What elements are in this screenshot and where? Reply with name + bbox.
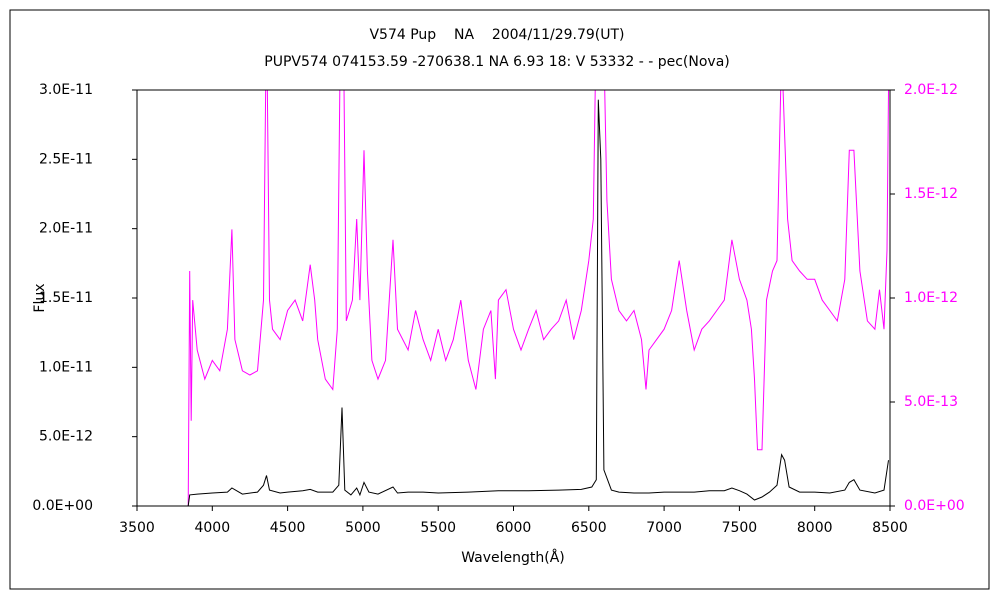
x-tick-label: 3500	[119, 520, 155, 536]
chart-subtitle: PUPV574 074153.59 -270638.1 NA 6.93 18: …	[264, 54, 730, 70]
y2-tick-label: 0.0E+00	[904, 498, 965, 514]
chart-title: V574 Pup NA 2004/11/29.79(UT)	[369, 27, 624, 43]
x-tick-label: 5500	[420, 520, 456, 536]
y2-tick-label: 1.0E-12	[904, 290, 958, 306]
y2-tick-label: 2.0E-12	[904, 82, 958, 98]
x-tick-label: 8000	[797, 520, 833, 536]
spectrum-line	[187, 99, 889, 506]
x-tick-label: 6000	[496, 520, 532, 536]
y2-tick-label: 5.0E-13	[904, 394, 958, 410]
y-tick-label: 3.0E-11	[39, 82, 93, 98]
y-tick-label: 2.5E-11	[39, 151, 93, 167]
x-tick-label: 7000	[646, 520, 682, 536]
y2-tick-label: 1.5E-12	[904, 186, 958, 202]
y-tick-label: 1.0E-11	[39, 359, 93, 375]
x-tick-label: 7500	[722, 520, 758, 536]
x-tick-label: 6500	[571, 520, 607, 536]
y-tick-label: 1.5E-11	[39, 290, 93, 306]
y-tick-label: 5.0E-12	[39, 429, 93, 445]
frame	[9, 9, 990, 590]
spectrum-line	[187, 90, 889, 506]
y-tick-label: 2.0E-11	[39, 221, 93, 237]
x-tick-label: 4500	[270, 520, 306, 536]
x-tick-label: 8500	[872, 520, 908, 536]
x-tick-label: 5000	[345, 520, 381, 536]
plot-area	[187, 90, 889, 506]
x-axis-label: Wavelength(Å)	[461, 549, 565, 566]
y-axis-label: Flux	[32, 283, 48, 312]
y-tick-label: 0.0E+00	[32, 498, 93, 514]
x-tick-label: 4000	[194, 520, 230, 536]
